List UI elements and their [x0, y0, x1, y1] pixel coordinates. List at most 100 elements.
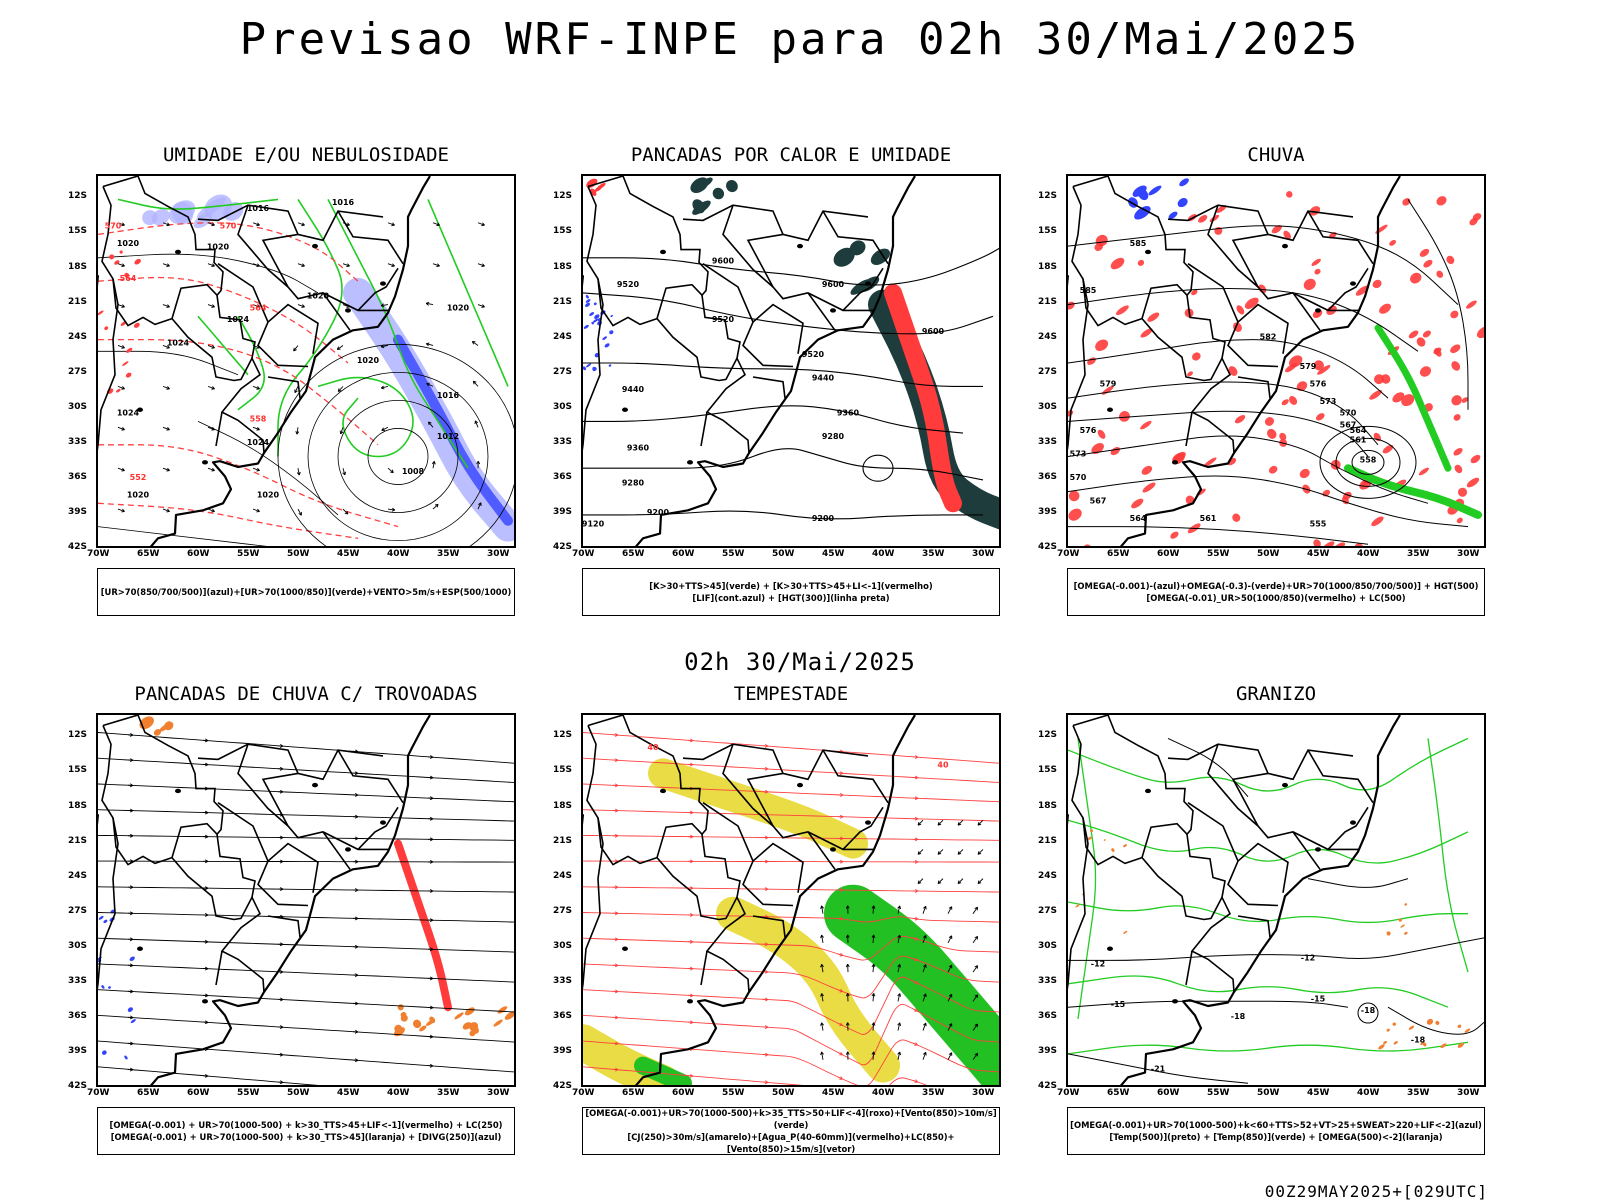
streamline: [98, 733, 516, 764]
lat-tick-label: 39S: [553, 507, 572, 517]
jet-yellow-band: [663, 773, 853, 843]
rain-red-mark: [1450, 359, 1462, 372]
rain-red-mark: [1408, 271, 1424, 286]
omega-orange-mark: [1400, 924, 1405, 928]
lat-tick-label: 24S: [553, 871, 572, 881]
lon-tick-label: 30W: [972, 1088, 994, 1098]
contour-label: 9600: [712, 257, 735, 266]
lon-tick-label: 45W: [337, 549, 359, 559]
lat-tick-label: 30S: [553, 402, 572, 412]
political-border: [1072, 726, 1187, 865]
contour-label: -18: [1231, 1012, 1246, 1021]
rain-red-mark: [1263, 415, 1275, 427]
divergence-blue-mark: [101, 1049, 107, 1055]
lake-mark: [830, 308, 836, 312]
rain-red-mark: [1068, 300, 1076, 311]
rain-red-mark: [1372, 431, 1382, 442]
contour-label: 9600: [822, 280, 845, 289]
lon-tick-label: 60W: [187, 549, 209, 559]
rain-red-mark: [1368, 388, 1383, 401]
legend-line: [LIF](cont.azul) + [HGT(300)](linha pret…: [583, 592, 999, 604]
panel-6-legend: [OMEGA(-0.001)+UR>70(1000-500)+k<60+TTS>…: [1067, 1107, 1485, 1155]
lat-tick-label: 24S: [1038, 332, 1057, 342]
political-border: [1208, 205, 1358, 310]
contour-label: 570: [220, 222, 237, 231]
storm-orange-mark: [463, 1006, 476, 1017]
panel-3-chart-svg: 5855855825795765735705675645615585555615…: [1068, 176, 1486, 548]
contour-label: 1020: [357, 356, 380, 365]
rain-red-mark: [1141, 481, 1157, 494]
legend-line: [OMEGA(-0.01)_UR>50(1000/850)(vermelho) …: [1068, 592, 1484, 604]
lake-mark: [1145, 789, 1151, 793]
contour-label: -18: [1411, 1035, 1426, 1044]
rain-red-mark: [1370, 515, 1385, 528]
contour-label: 579: [1300, 362, 1317, 371]
contour-label: 558: [1360, 455, 1377, 464]
lon-tick-label: 30W: [1457, 1088, 1479, 1098]
contour-label: 1016: [437, 391, 460, 400]
rain-red-mark: [1310, 257, 1322, 267]
lat-tick-label: 39S: [1038, 1046, 1057, 1056]
rain-red-mark: [1371, 278, 1383, 290]
legend-line: [CJ(250)>30m/s](amarelo)+[Agua_P(40-60mm…: [583, 1131, 999, 1155]
rain-blue-area: [1178, 177, 1190, 188]
contour-label: 552: [130, 473, 147, 482]
streamline: [98, 887, 516, 892]
lat-tick-label: 36S: [553, 472, 572, 482]
hgt500-contour: [1068, 527, 1368, 545]
lon-tick-label: 30W: [487, 1088, 509, 1098]
rain-red-mark: [1452, 413, 1462, 422]
lat-tick-label: 39S: [68, 507, 87, 517]
storm-orange-mark: [497, 1005, 509, 1015]
political-border: [743, 861, 793, 905]
lat-tick-label: 12S: [553, 730, 572, 740]
rain-red-mark: [1452, 446, 1464, 457]
streamline: [98, 990, 516, 1013]
rain-red-mark: [1270, 223, 1283, 235]
thickness-red-dashed: [98, 278, 348, 363]
contour-label: 570: [1340, 409, 1357, 418]
contour-label: 579: [1100, 379, 1117, 388]
contour-label: 9600: [922, 327, 945, 336]
rain-red-mark: [1388, 239, 1397, 247]
political-border: [1308, 750, 1373, 803]
lon-tick-label: 35W: [1407, 1088, 1429, 1098]
divergence-blue-mark: [124, 1055, 129, 1060]
political-border: [1186, 951, 1192, 985]
omega-orange-mark: [1123, 844, 1128, 848]
lat-tick-label: 39S: [1038, 507, 1057, 517]
political-border: [98, 279, 118, 548]
political-border: [1142, 319, 1222, 381]
streamline: [98, 810, 516, 822]
political-border: [1233, 773, 1268, 826]
lon-tick-label: 45W: [822, 549, 844, 559]
hgt500-contour: [1408, 199, 1468, 409]
rain-red-mark: [1469, 453, 1482, 465]
omega-orange-mark: [1103, 839, 1106, 842]
thickness-red-mark: [125, 347, 133, 354]
omega-orange-mark: [1123, 930, 1128, 934]
rain-red-mark: [1139, 327, 1154, 340]
contour-label: 573: [1320, 397, 1337, 406]
rain-red-mark: [1422, 258, 1434, 269]
lon-tick-label: 50W: [1257, 1088, 1279, 1098]
lon-tick-label: 65W: [622, 1088, 644, 1098]
panel-4-chart-svg: [98, 715, 516, 1087]
contour-label: 561: [1350, 435, 1367, 444]
lake-mark: [380, 281, 386, 285]
lake-mark: [1145, 250, 1151, 254]
lat-tick-label: 27S: [68, 906, 87, 916]
political-border: [753, 377, 785, 398]
contour-label: 9440: [622, 385, 645, 394]
rain-red-mark: [1313, 268, 1321, 276]
lat-tick-label: 18S: [553, 801, 572, 811]
rain-red-mark: [1267, 464, 1278, 475]
lif-blue-mark: [608, 364, 612, 367]
political-border: [238, 744, 388, 849]
political-border: [701, 951, 707, 985]
rain-red-mark: [1243, 295, 1261, 311]
rain-red-mark: [1140, 464, 1154, 477]
